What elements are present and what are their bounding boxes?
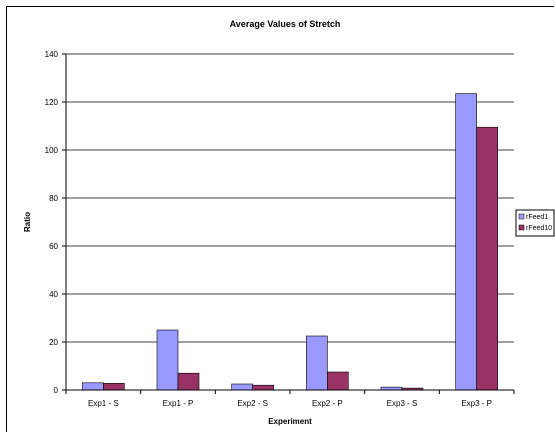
x-tick-label: Exp1 - P bbox=[163, 399, 194, 408]
y-tick-label: 20 bbox=[49, 338, 58, 347]
bar-rfeed10-1 bbox=[103, 382, 125, 391]
y-tick-label: 140 bbox=[45, 50, 59, 59]
legend-label-rfeed10: rFeed10 bbox=[526, 225, 552, 232]
y-tick-label: 80 bbox=[49, 194, 58, 203]
y-tick-label: 60 bbox=[49, 242, 58, 251]
bar-rfeed1-6 bbox=[455, 93, 477, 391]
bar-rfeed1-3 bbox=[231, 383, 253, 391]
legend-label-rfeed1: rFeed1 bbox=[526, 214, 548, 221]
y-tick-label: 120 bbox=[45, 98, 59, 107]
x-axis-ticks: Exp1 - S Exp1 - P Exp2 - S Exp2 - P Exp3 - S… bbox=[65, 390, 515, 408]
chart-frame bbox=[6, 6, 554, 432]
bar-rfeed10-4 bbox=[327, 371, 349, 391]
x-tick-label: Exp1 - S bbox=[88, 399, 119, 408]
y-axis-ticks: 0 20 40 60 80 100 120 140 bbox=[45, 50, 66, 395]
y-axis-title: Ratio bbox=[23, 212, 32, 232]
y-tick-label: 0 bbox=[54, 386, 59, 395]
x-tick-label: Exp2 - S bbox=[237, 399, 268, 408]
bar-rfeed1-1 bbox=[82, 382, 104, 391]
bar-rfeed1-4 bbox=[306, 335, 328, 391]
legend-swatch-rfeed1 bbox=[518, 213, 525, 220]
bars bbox=[82, 93, 498, 391]
y-tick-label: 40 bbox=[49, 290, 58, 299]
bar-rfeed1-2 bbox=[156, 329, 179, 391]
x-axis-title: Experiment bbox=[268, 417, 312, 426]
x-tick-label: Exp3 - P bbox=[461, 399, 492, 408]
legend: rFeed1 rFeed10 bbox=[515, 209, 555, 237]
bar-rfeed10-6 bbox=[476, 126, 498, 391]
chart-title: Average Values of Stretch bbox=[230, 19, 341, 29]
legend-swatch-rfeed10 bbox=[518, 224, 525, 231]
x-tick-label: Exp3 - S bbox=[387, 399, 418, 408]
y-tick-label: 100 bbox=[45, 146, 59, 155]
gridlines bbox=[66, 53, 514, 343]
bar-rfeed10-3 bbox=[252, 384, 274, 391]
x-tick-label: Exp2 - P bbox=[312, 399, 343, 408]
bar-rfeed10-2 bbox=[177, 372, 200, 391]
